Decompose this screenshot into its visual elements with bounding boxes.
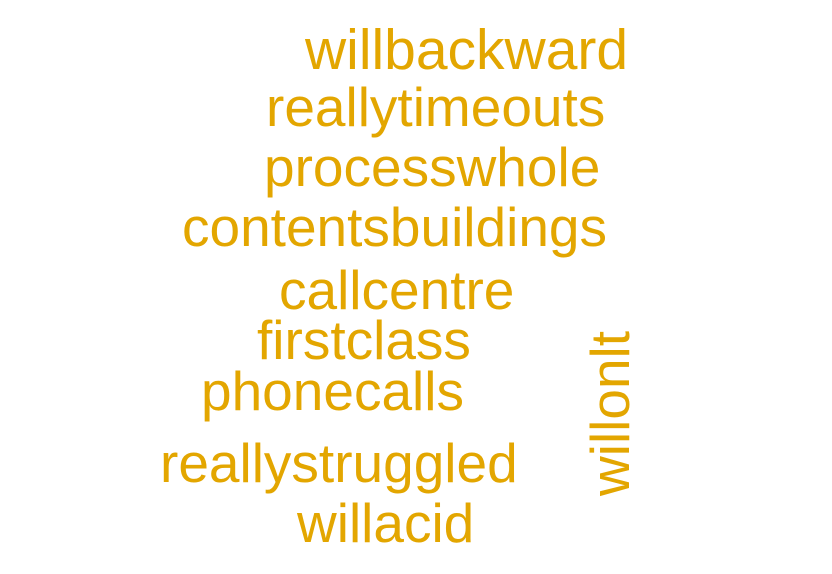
word-firstclass: firstclass xyxy=(257,309,471,371)
word-callcentre: callcentre xyxy=(279,259,515,321)
word-reallytimeouts: reallytimeouts xyxy=(266,76,606,138)
word-contentsbuildings: contentsbuildings xyxy=(182,196,608,258)
word-willacid: willacid xyxy=(297,492,475,554)
word-willonlt: willonlt xyxy=(579,330,641,496)
word-processwhole: processwhole xyxy=(264,136,601,198)
word-willbackward: willbackward xyxy=(305,18,629,82)
word-phonecalls: phonecalls xyxy=(201,360,464,422)
word-reallystruggled: reallystruggled xyxy=(160,432,518,494)
